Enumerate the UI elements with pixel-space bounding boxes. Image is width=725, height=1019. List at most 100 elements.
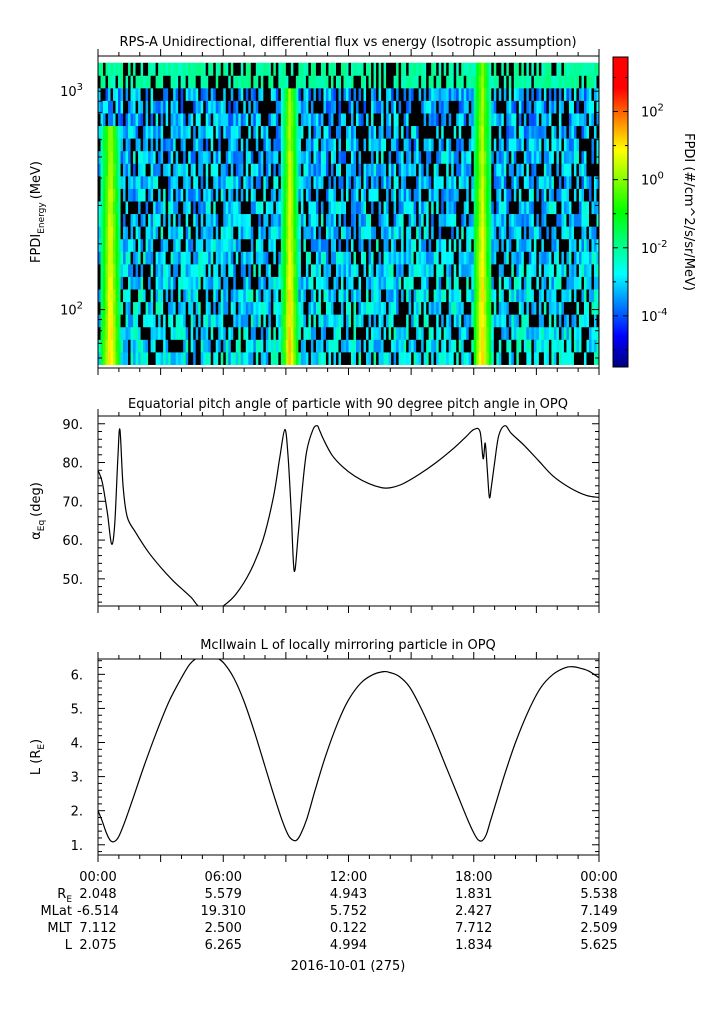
spectrogram-cell [138, 326, 141, 340]
spectrogram-cell [278, 175, 282, 189]
spectrogram-cell [361, 326, 364, 340]
spectrogram-cell [328, 100, 332, 114]
spectrogram-cell [115, 263, 119, 277]
spectrogram-cell [441, 314, 445, 328]
spectrogram-cell [160, 276, 164, 290]
spectrogram-cell [293, 201, 297, 215]
spectrogram-cell [481, 100, 485, 114]
spectrogram-cell [123, 201, 126, 215]
spectrogram-cell [163, 201, 167, 215]
spectrogram-cell [483, 289, 487, 303]
spectrogram-cell [223, 339, 227, 353]
spectrogram-cell [283, 213, 287, 227]
spectrogram-cell [511, 163, 515, 177]
spectrogram-cell [441, 263, 445, 277]
spectrogram-cell [240, 263, 244, 277]
spectrogram-cell [406, 326, 410, 340]
spectrogram-cell [528, 351, 532, 365]
spectrogram-cell [401, 213, 404, 227]
spectrogram-cell [235, 226, 239, 240]
spectrogram-cell [168, 314, 172, 328]
spectrogram-cell [215, 301, 219, 315]
spectrogram-cell [413, 125, 417, 139]
spectrogram-cell [383, 75, 387, 89]
spectrogram-cell [213, 163, 217, 177]
spectrogram-cell [491, 75, 495, 89]
spectrogram-cell [381, 226, 384, 240]
spectrogram-cell [346, 87, 349, 101]
spectrogram-cell [581, 188, 585, 202]
spectrogram-cell [213, 226, 217, 240]
spectrogram-cell [103, 251, 106, 265]
spectrogram-cell [168, 138, 172, 152]
spectrogram-cell [476, 175, 480, 189]
spectrogram-cell [396, 75, 399, 89]
spectrogram-cell [270, 100, 274, 114]
spectrogram-cell [383, 238, 387, 252]
spectrogram-cell [491, 339, 495, 353]
spectrogram-cell [285, 339, 289, 353]
pitch-angle-line [98, 425, 599, 606]
spectrogram-cell [103, 289, 106, 303]
spectrogram-cell [446, 226, 450, 240]
spectrogram-cell [456, 150, 460, 164]
spectrogram-cell [308, 263, 312, 277]
spectrogram-cell [160, 138, 164, 152]
spectrogram-cell [125, 251, 129, 265]
spectrogram-cell [335, 276, 339, 290]
spectrogram-cell [225, 314, 229, 328]
spectrogram-cell [125, 62, 129, 76]
spectrogram-cell [190, 188, 194, 202]
spectrogram-cell [351, 100, 354, 114]
spectrogram-cell [446, 62, 450, 76]
spectrogram-cell [325, 150, 329, 164]
spectrogram-cell [225, 75, 229, 89]
spectrogram-cell [233, 62, 237, 76]
spectrogram-cell [313, 314, 317, 328]
spectrogram-cell [150, 175, 154, 189]
spectrogram-cell [383, 251, 387, 265]
spectrogram-cell [421, 276, 425, 290]
spectrogram-cell [551, 201, 555, 215]
spectrogram-cell [426, 150, 430, 164]
spectrogram-cell [368, 213, 372, 227]
spectrogram-cell [591, 213, 595, 227]
spectrogram-cell [295, 188, 299, 202]
spectrogram-cell [213, 125, 217, 139]
spectrogram-cell [270, 175, 274, 189]
spectrogram-cell [541, 163, 545, 177]
spectrogram-cell [398, 289, 402, 303]
spectrogram-cell [351, 138, 354, 152]
spectrogram-cell [310, 251, 314, 265]
spectrogram-cell [543, 138, 547, 152]
spectrogram-cell [220, 125, 224, 139]
spectrogram-cell [120, 238, 124, 252]
spectrogram-cell [461, 150, 465, 164]
spectrogram-cell [468, 100, 472, 114]
spectrogram-cell [346, 289, 349, 303]
spectrogram-cell [596, 175, 599, 189]
spectrogram-cell [163, 125, 167, 139]
spectrogram-cell [581, 138, 585, 152]
spectrogram-cell [463, 238, 467, 252]
spectrogram-cell [153, 113, 157, 127]
spectrogram-cell [571, 276, 575, 290]
spectrogram-cell [373, 62, 377, 76]
spectrogram-cell [463, 75, 467, 89]
spectrogram-cell [541, 339, 545, 353]
spectrogram-cell [238, 339, 242, 353]
spectrogram-cell [471, 75, 475, 89]
spectrogram-cell [105, 87, 109, 101]
spectrogram-cell [396, 251, 399, 265]
spectrogram-cell [108, 175, 111, 189]
spectrogram-cell [283, 263, 287, 277]
spectrogram-cell [155, 314, 159, 328]
spectrogram-cell [566, 251, 570, 265]
spectrogram-cell [458, 201, 462, 215]
spectrogram-cell [268, 138, 272, 152]
spectrogram-cell [536, 251, 540, 265]
spectrogram-cell [150, 163, 154, 177]
spectrogram-cell [330, 314, 334, 328]
spectrogram-cell [386, 100, 389, 114]
spectrogram-cell [413, 326, 417, 340]
